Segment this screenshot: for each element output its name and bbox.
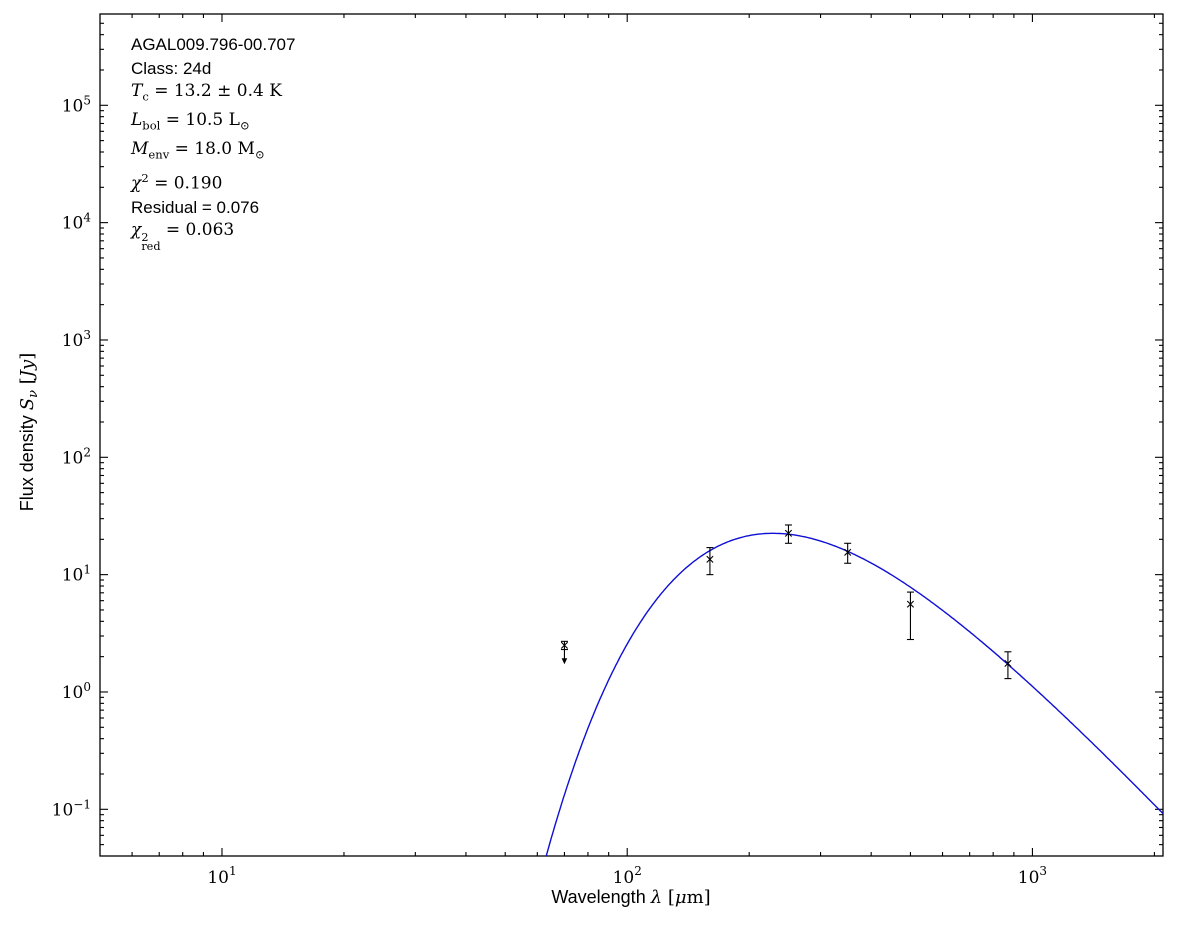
y-tick-label: 105 bbox=[62, 93, 91, 116]
menv-sub: env bbox=[148, 147, 170, 162]
chi2-var: χ bbox=[131, 173, 142, 194]
chi2red-value: = 0.063 bbox=[160, 220, 235, 241]
y-tick-label: 101 bbox=[62, 563, 91, 586]
mu-symbol: μ bbox=[675, 887, 687, 908]
annotation-block: AGAL009.796-00.707 Class: 24d Tc = 13.2 … bbox=[131, 33, 295, 252]
y-axis-label: Flux density Sν [Jy] bbox=[17, 353, 41, 511]
chi2red-sup: 2 bbox=[141, 230, 149, 244]
x-tick-label: 101 bbox=[207, 864, 236, 888]
chi2-value: = 0.190 bbox=[148, 173, 223, 194]
temperature-var: T bbox=[131, 81, 143, 101]
y-tick-label: 102 bbox=[62, 445, 91, 468]
temperature-value: = 13.2 ± 0.4 K bbox=[148, 81, 282, 101]
upper-limit-arrow-icon bbox=[561, 658, 568, 665]
data-point bbox=[706, 547, 714, 576]
data-point bbox=[560, 640, 569, 665]
data-point bbox=[906, 591, 915, 641]
menv-value: = 18.0 M bbox=[169, 138, 255, 159]
x-axis-label: Wavelength λ [μm] bbox=[551, 887, 710, 908]
chi2-sup: 2 bbox=[141, 170, 149, 185]
fit-curve bbox=[545, 532, 1163, 856]
chi2red-var: χ bbox=[131, 220, 142, 241]
data-points-layer bbox=[560, 524, 1012, 680]
lbol-value: = 10.5 L bbox=[160, 109, 240, 130]
fit-curve-layer bbox=[545, 532, 1163, 856]
plot-frame bbox=[99, 13, 1164, 857]
x-axis-label-word: Wavelength bbox=[551, 887, 650, 907]
menv-line: Menv = 18.0 M⊙ bbox=[131, 138, 295, 167]
chi2red-supsub: 2 red bbox=[141, 230, 161, 254]
x-tick-label: 102 bbox=[613, 864, 642, 888]
y-tick-label: 10−1 bbox=[52, 797, 91, 820]
axis-ticks bbox=[100, 14, 1163, 856]
data-point bbox=[1004, 651, 1012, 680]
x-axis-unit-open: [ bbox=[662, 887, 675, 908]
chi2-line: χ2 = 0.190 bbox=[131, 167, 295, 196]
class-label: Class: 24d bbox=[131, 58, 212, 78]
lambda-symbol: λ bbox=[650, 887, 662, 908]
menv-var: M bbox=[131, 138, 149, 159]
lbol-line: Lbol = 10.5 L⊙ bbox=[131, 109, 295, 138]
nu-subscript: ν bbox=[26, 390, 41, 398]
y-tick-label: 103 bbox=[62, 328, 91, 351]
lbol-sub: bol bbox=[142, 118, 161, 133]
y-axis-label-word: Flux density bbox=[17, 410, 37, 511]
jy-unit: Jy bbox=[17, 359, 38, 381]
temperature-line: Tc = 13.2 ± 0.4 K bbox=[131, 80, 295, 109]
y-tick-label: 100 bbox=[62, 680, 91, 703]
temperature-sub: c bbox=[142, 89, 149, 104]
residual-line: Residual = 0.076 bbox=[131, 197, 260, 217]
y-axis-unit-open: [ bbox=[17, 377, 38, 390]
lbol-var: L bbox=[131, 109, 143, 130]
data-point bbox=[784, 524, 793, 544]
x-axis-unit-close: m] bbox=[687, 887, 711, 908]
x-tick-label: 103 bbox=[1018, 864, 1047, 888]
chi2red-line: χ 2 red = 0.063 bbox=[131, 219, 295, 252]
chi2red-sub: red bbox=[141, 240, 161, 254]
sun-symbol: ⊙ bbox=[239, 118, 250, 133]
y-axis-unit-close: ] bbox=[17, 353, 38, 360]
source-name: AGAL009.796-00.707 bbox=[131, 35, 296, 54]
flux-symbol: S bbox=[17, 398, 38, 410]
y-tick-label: 104 bbox=[62, 211, 92, 234]
data-point bbox=[844, 542, 852, 564]
axis-tick-labels: 101 102 103 10−1 100 101 102 103 104 105 bbox=[52, 93, 1047, 888]
sun-symbol: ⊙ bbox=[254, 147, 265, 162]
